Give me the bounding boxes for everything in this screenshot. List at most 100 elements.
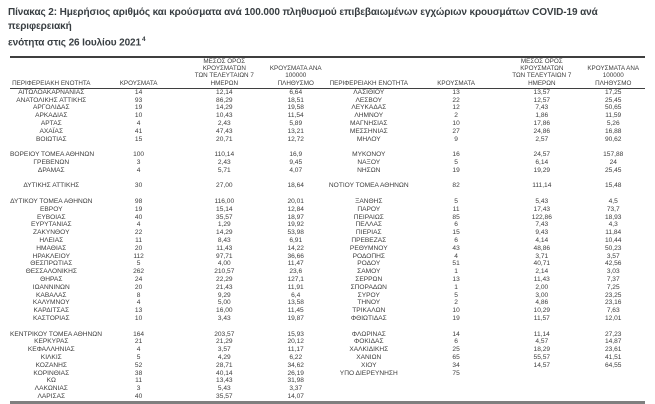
- cases-value: 25: [452, 346, 460, 354]
- cases-value: 10: [134, 314, 143, 322]
- cases-value: 16: [452, 151, 460, 159]
- per100k-value: 16,9: [289, 151, 303, 159]
- table-row: ΡΟΔΟΠΗΣ 4 3,71 3,57: [328, 253, 646, 261]
- table-row: ΧΑΛΚΙΔΙΚΗΣ 25 18,29 23,61: [328, 346, 646, 354]
- table-row: ΘΗΡΑΣ 24 22,29 127,1: [10, 276, 328, 284]
- avg7-value: 1,86: [535, 112, 549, 120]
- per100k-value: 14,87: [604, 338, 622, 346]
- avg7-value: 9,43: [535, 229, 549, 237]
- cases-value: 5: [136, 260, 141, 268]
- table-row: ΚΕΦΑΛΛΗΝΙΑΣ 4 3,57 11,17: [10, 346, 328, 354]
- cases-value: 5: [454, 291, 458, 299]
- avg7-value: 21,43: [216, 283, 233, 291]
- cases-value: 22: [452, 96, 460, 104]
- per100k-value: 19,92: [287, 221, 304, 229]
- per100k-value: 12,72: [287, 135, 304, 143]
- avg7-value: 11,14: [533, 330, 550, 338]
- per100k-value: 12,84: [287, 205, 304, 213]
- per100k-value: 16,88: [604, 127, 622, 135]
- cases-value: 20: [134, 244, 143, 252]
- cases-value: 1: [454, 283, 458, 291]
- region-name: ΕΥΡΥΤΑΝΙΑΣ: [30, 221, 72, 229]
- per100k-value: 11,45: [287, 307, 304, 315]
- avg7-value: 17,43: [533, 205, 551, 213]
- region-name: ΠΑΡΟΥ: [357, 205, 381, 213]
- avg7-value: 2,43: [217, 159, 231, 166]
- cases-value: 52: [134, 361, 143, 369]
- region-name: ΦΘΙΩΤΙΔΑΣ: [350, 314, 387, 322]
- cases-value: 4: [136, 346, 141, 354]
- per100k-value: 18,51: [287, 96, 304, 104]
- region-name: ΚΟΖΑΝΗΣ: [35, 361, 67, 369]
- spacer-row: [10, 175, 328, 183]
- cases-value: 21: [134, 338, 143, 346]
- per100k-value: 27,23: [604, 330, 622, 338]
- cases-value: 3: [136, 159, 141, 166]
- region-name: ΝΗΣΩΝ: [357, 166, 381, 174]
- per100k-value: 26,19: [287, 369, 304, 377]
- region-name: ΣΥΡΟΥ: [357, 291, 380, 299]
- avg7-value: 11,43: [216, 244, 233, 252]
- per100k-value: 50,23: [604, 244, 622, 252]
- table-row: ΝΟΤΙΟΥ ΤΟΜΕΑ ΑΘΗΝΩΝ 82 111,14 15,48: [328, 182, 646, 190]
- region-name: ΛΑΣΙΘΙΟΥ: [353, 88, 385, 96]
- table-row: ΦΟΚΙΔΑΣ 6 4,57 14,87: [328, 338, 646, 346]
- region-name: ΦΟΚΙΔΑΣ: [354, 338, 384, 346]
- region-name: ΔΥΤΙΚΟΥ ΤΟΜΕΑ ΑΘΗΝΩΝ: [10, 197, 93, 205]
- table-row: ΝΗΣΩΝ 19 19,29 25,45: [328, 167, 646, 175]
- avg7-value: 116,00: [214, 197, 235, 205]
- cases-value: 2: [454, 299, 458, 307]
- per100k-value: 24: [609, 159, 617, 166]
- avg7-value: 24,57: [533, 151, 551, 159]
- region-name: ΦΛΩΡΙΝΑΣ: [351, 330, 386, 338]
- avg7-value: 22,29: [216, 275, 233, 283]
- cases-value: 11: [135, 236, 142, 244]
- avg7-value: 35,57: [216, 213, 233, 221]
- cases-value: 112: [133, 252, 144, 260]
- table-row: ΑΙΤΩΛΟΑΚΑΡΝΑΝΙΑΣ 14 12,14 6,64: [10, 89, 328, 97]
- cases-value: 9: [454, 135, 458, 143]
- per100k-value: 6,64: [289, 88, 303, 96]
- per100k-value: 20,01: [287, 197, 304, 205]
- per100k-value: 36,66: [287, 252, 304, 260]
- avg7-value: 17,86: [533, 120, 551, 128]
- spacer-row: [10, 323, 328, 331]
- title-line-1: Πίνακας 2: Ημερήσιος αριθμός και κρούσμα…: [8, 7, 598, 32]
- cases-value: 82: [452, 182, 460, 190]
- region-name: ΥΠΟ ΔΙΕΡΕΥΝΗΣΗ: [339, 369, 398, 377]
- table-row: ΠΙΕΡΙΑΣ 15 9,43 11,84: [328, 229, 646, 237]
- avg7-value: 24,86: [533, 127, 551, 135]
- column-header-cases: ΚΡΟΥΣΜΑΤΑ: [437, 79, 475, 87]
- per100k-value: 3,37: [289, 385, 303, 393]
- table-row: ΛΕΣΒΟΥ 22 12,57 25,45: [328, 97, 646, 105]
- spacer-row: [328, 323, 646, 331]
- avg7-value: 11,57: [533, 314, 550, 322]
- per100k-value: 157,88: [603, 151, 624, 159]
- column-header-per100k: ΚΡΟΥΣΜΑΤΑ ΑΝΑ 100000 ΠΛΗΘΥΣΜΟ: [269, 65, 322, 87]
- cases-value: 30: [134, 182, 143, 190]
- region-name: ΚΙΛΚΙΣ: [40, 353, 62, 361]
- avg7-value: 2,00: [535, 283, 549, 291]
- region-name: ΛΑΡΙΣΑΣ: [37, 392, 66, 400]
- table-row: ΕΥΒΟΙΑΣ 40 35,57 18,97: [10, 214, 328, 222]
- per100k-value: 64,55: [604, 361, 622, 369]
- table-body-left: ΑΙΤΩΛΟΑΚΑΡΝΑΝΙΑΣ 14 12,14 6,64 ΑΝΑΤΟΛΙΚΗΣ ΑΤ…: [10, 89, 328, 401]
- avg7-value: 10,43: [216, 112, 233, 120]
- table-row: ΤΡΙΚΑΛΩΝ 10 10,29 7,63: [328, 307, 646, 315]
- per100k-value: [581, 370, 645, 378]
- region-name: ΡΟΔΟΠΗΣ: [352, 252, 385, 260]
- cases-value: 34: [452, 361, 460, 369]
- per100k-value: 11,17: [287, 346, 304, 354]
- column-header-cases: ΚΡΟΥΣΜΑΤΑ: [119, 79, 158, 87]
- table-row: ΑΧΑΪΑΣ 41 47,43 13,21: [10, 128, 328, 136]
- avg7-value: 210,57: [214, 268, 235, 276]
- region-name: ΑΙΤΩΛΟΑΚΑΡΝΑΝΙΑΣ: [18, 88, 85, 96]
- table-row: ΠΡΕΒΕΖΑΣ 6 4,14 10,44: [328, 237, 646, 245]
- cases-value: 4: [136, 299, 141, 307]
- table-row: ΣΑΜΟΥ 1 2,14 3,03: [328, 268, 646, 276]
- table-row: ΣΕΡΡΩΝ 13 11,43 7,37: [328, 276, 646, 284]
- region-name: ΠΙΕΡΙΑΣ: [355, 229, 382, 237]
- avg7-value: 13,57: [533, 88, 551, 96]
- avg7-value: 55,57: [533, 353, 551, 361]
- cases-value: 19: [134, 104, 143, 112]
